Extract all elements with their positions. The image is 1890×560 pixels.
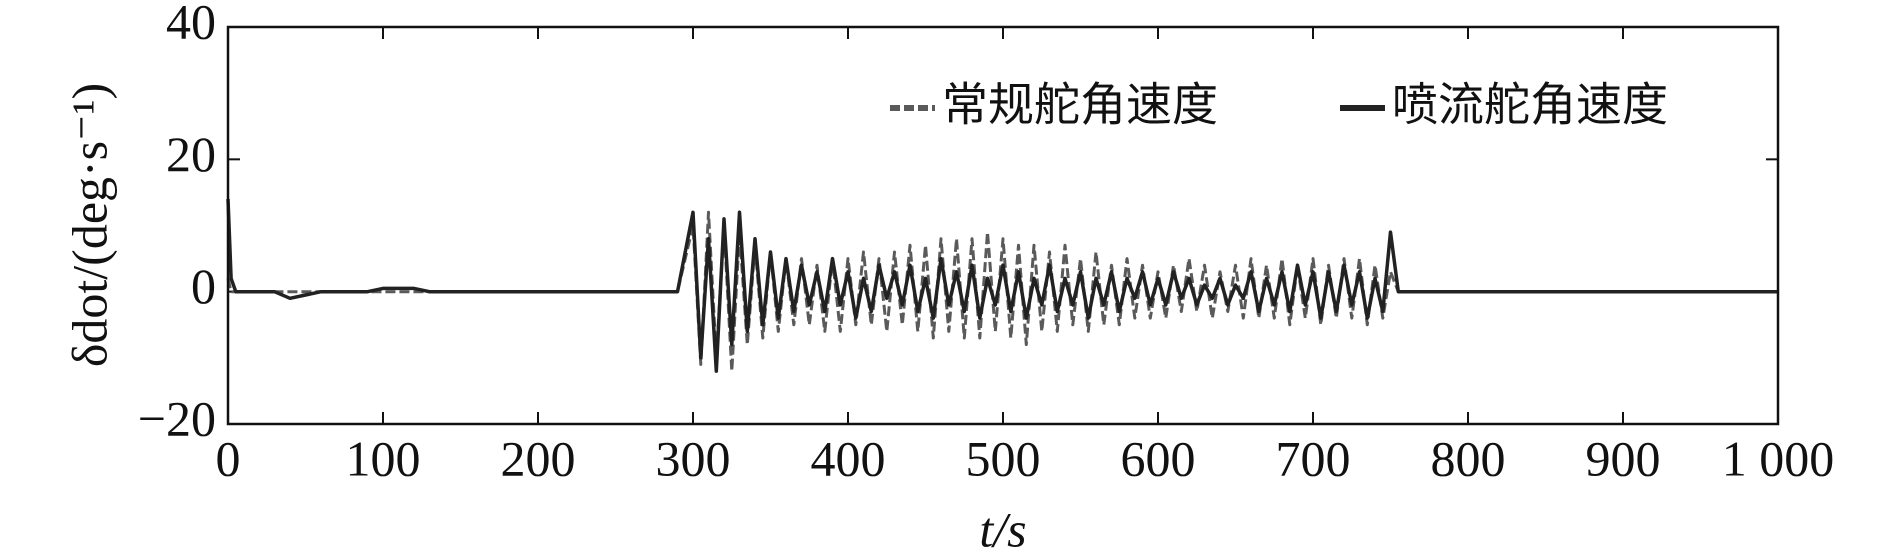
legend-label: 喷流舵角速度 xyxy=(1392,78,1668,132)
plot-frame xyxy=(226,25,1780,426)
x-tick-label: 500 xyxy=(966,430,1041,486)
y-tick-label: 20 xyxy=(166,126,216,182)
x-tick-label: 900 xyxy=(1586,430,1661,486)
x-tick-label: 800 xyxy=(1431,430,1506,486)
series-line xyxy=(226,198,1778,373)
x-tick-label: 700 xyxy=(1276,430,1351,486)
y-axis-label: δdot/(deg·s⁻¹) xyxy=(61,83,117,367)
x-tick-label: 300 xyxy=(656,430,731,486)
x-tick-label: 1 000 xyxy=(1722,430,1835,486)
y-tick-label: −20 xyxy=(138,390,216,446)
x-tick-label: 100 xyxy=(346,430,421,486)
legend-label: 常规舵角速度 xyxy=(942,78,1218,132)
x-axis-label: t/s xyxy=(979,501,1026,557)
x-tick-label: 400 xyxy=(811,430,886,486)
x-tick-label: 200 xyxy=(501,430,576,486)
y-tick-label: 40 xyxy=(166,0,216,49)
x-tick-label: 0 xyxy=(216,430,241,486)
y-tick-label: 0 xyxy=(191,258,216,314)
x-tick-label: 600 xyxy=(1121,430,1196,486)
